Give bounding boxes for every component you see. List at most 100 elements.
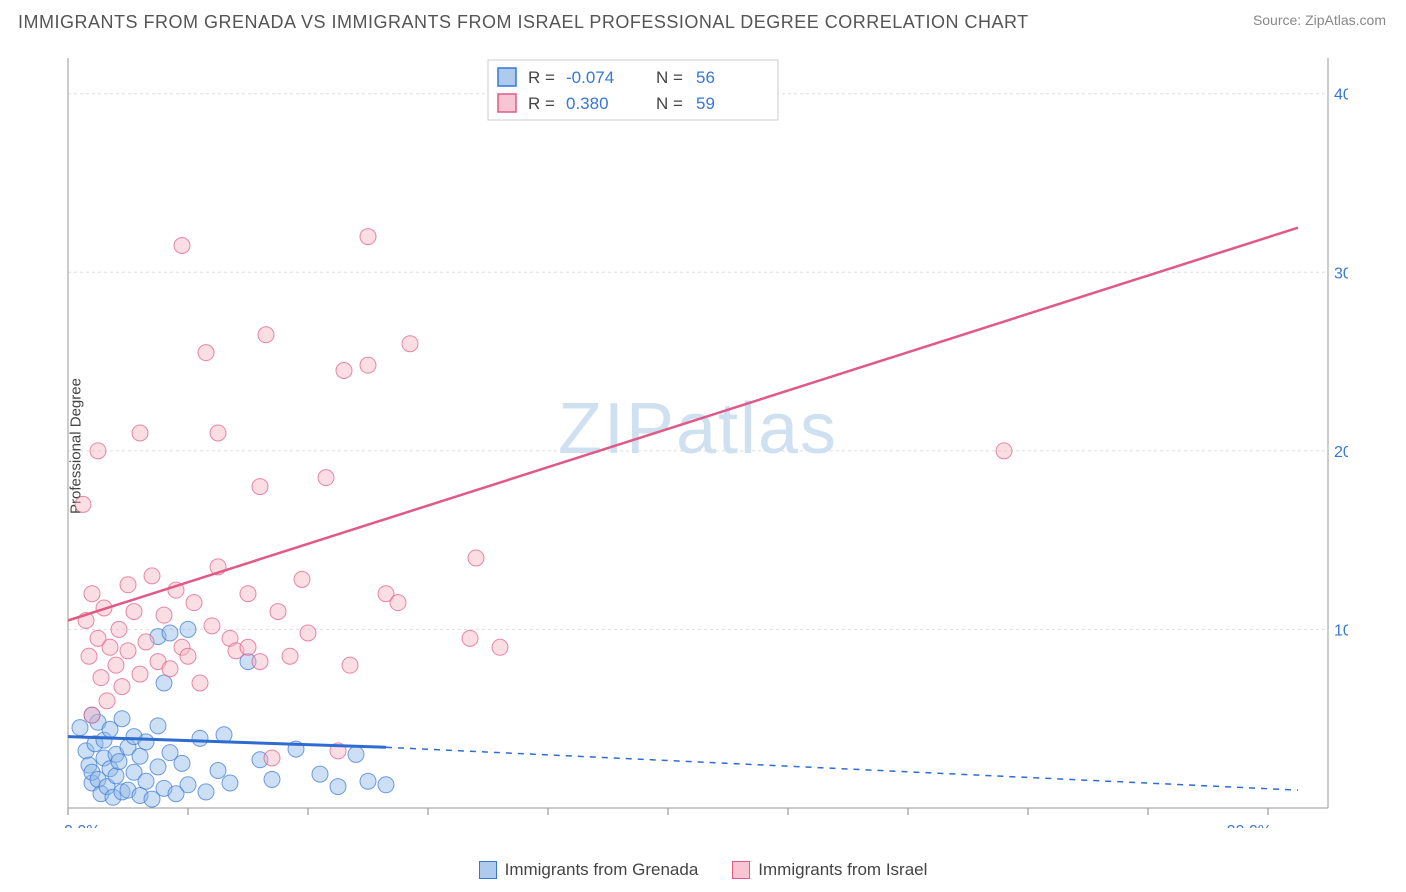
data-point: [186, 595, 202, 611]
data-point: [312, 766, 328, 782]
data-point: [210, 425, 226, 441]
legend-r-value: 0.380: [566, 94, 609, 113]
data-point: [138, 734, 154, 750]
data-point: [132, 666, 148, 682]
data-point: [132, 748, 148, 764]
data-point: [138, 634, 154, 650]
data-point: [111, 754, 127, 770]
data-point: [120, 643, 136, 659]
data-point: [174, 755, 190, 771]
data-point: [150, 759, 166, 775]
data-point: [84, 586, 100, 602]
legend-r-value: -0.074: [566, 68, 614, 87]
data-point: [996, 443, 1012, 459]
data-point: [93, 670, 109, 686]
data-point: [204, 618, 220, 634]
data-point: [180, 777, 196, 793]
data-point: [360, 229, 376, 245]
legend-label: Immigrants from Grenada: [505, 860, 699, 880]
data-point: [150, 718, 166, 734]
legend-bottom: Immigrants from Grenada Immigrants from …: [0, 860, 1406, 880]
data-point: [492, 639, 508, 655]
data-point: [156, 675, 172, 691]
data-point: [132, 425, 148, 441]
chart-title: IMMIGRANTS FROM GRENADA VS IMMIGRANTS FR…: [18, 12, 1029, 33]
data-point: [99, 693, 115, 709]
data-point: [282, 648, 298, 664]
data-point: [102, 639, 118, 655]
legend-n-value: 59: [696, 94, 715, 113]
data-point: [258, 327, 274, 343]
watermark: ZIPatlas: [558, 389, 838, 469]
data-point: [192, 675, 208, 691]
data-point: [252, 479, 268, 495]
data-point: [126, 604, 142, 620]
data-point: [342, 657, 358, 673]
data-point: [81, 648, 97, 664]
data-point: [192, 730, 208, 746]
x-tick-label: 0.0%: [64, 823, 100, 828]
data-point: [144, 568, 160, 584]
data-point: [360, 773, 376, 789]
regression-line-grenada-extrapolated: [386, 747, 1298, 790]
y-tick-label: 40.0%: [1334, 87, 1348, 104]
legend-swatch: [498, 94, 516, 112]
data-point: [138, 773, 154, 789]
data-point: [162, 661, 178, 677]
data-point: [111, 621, 127, 637]
data-point: [72, 720, 88, 736]
data-point: [264, 771, 280, 787]
legend-n-value: 56: [696, 68, 715, 87]
data-point: [108, 657, 124, 673]
data-point: [264, 750, 280, 766]
legend-label: Immigrants from Israel: [758, 860, 927, 880]
data-point: [90, 443, 106, 459]
chart-area: 10.0% 20.0% 30.0% 40.0% ZIPatlas 0.0% 20.0% R =…: [48, 48, 1386, 844]
legend-n-label: N =: [656, 94, 683, 113]
data-point: [240, 586, 256, 602]
data-point: [336, 363, 352, 379]
legend-swatch-pink: [732, 861, 750, 879]
data-point: [378, 777, 394, 793]
x-tick-label: 20.0%: [1227, 823, 1272, 828]
data-point: [75, 496, 91, 512]
legend-swatch-blue: [479, 861, 497, 879]
data-point: [222, 775, 238, 791]
data-point: [270, 604, 286, 620]
data-point: [468, 550, 484, 566]
legend-item-grenada: Immigrants from Grenada: [479, 860, 699, 880]
data-point: [294, 571, 310, 587]
data-point: [180, 648, 196, 664]
data-point: [156, 607, 172, 623]
data-point: [348, 746, 364, 762]
data-point: [360, 357, 376, 373]
data-point: [198, 784, 214, 800]
data-point: [390, 595, 406, 611]
data-point: [318, 470, 334, 486]
data-point: [252, 654, 268, 670]
data-point: [180, 621, 196, 637]
regression-line-israel: [68, 228, 1298, 621]
data-point: [240, 639, 256, 655]
data-point: [402, 336, 418, 352]
data-point: [120, 577, 136, 593]
y-tick-label: 10.0%: [1334, 622, 1348, 639]
legend-n-label: N =: [656, 68, 683, 87]
legend-r-label: R =: [528, 68, 555, 87]
data-point: [108, 768, 124, 784]
y-tick-label: 20.0%: [1334, 444, 1348, 461]
data-point: [174, 238, 190, 254]
scatter-chart: 10.0% 20.0% 30.0% 40.0% ZIPatlas 0.0% 20.0% R =…: [48, 48, 1348, 828]
data-point: [114, 679, 130, 695]
y-tick-label: 30.0%: [1334, 265, 1348, 282]
data-point: [210, 763, 226, 779]
data-point: [462, 630, 478, 646]
data-point: [162, 625, 178, 641]
legend-r-label: R =: [528, 94, 555, 113]
data-point: [114, 711, 130, 727]
legend-swatch: [498, 68, 516, 86]
legend-item-israel: Immigrants from Israel: [732, 860, 927, 880]
data-point: [198, 345, 214, 361]
data-point: [300, 625, 316, 641]
data-point: [84, 707, 100, 723]
